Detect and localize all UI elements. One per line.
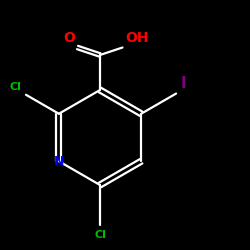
Text: O: O [63, 31, 75, 45]
Text: Cl: Cl [94, 230, 106, 240]
Text: N: N [54, 155, 64, 168]
Text: I: I [181, 76, 187, 91]
Text: Cl: Cl [9, 82, 21, 92]
Text: OH: OH [125, 31, 148, 45]
